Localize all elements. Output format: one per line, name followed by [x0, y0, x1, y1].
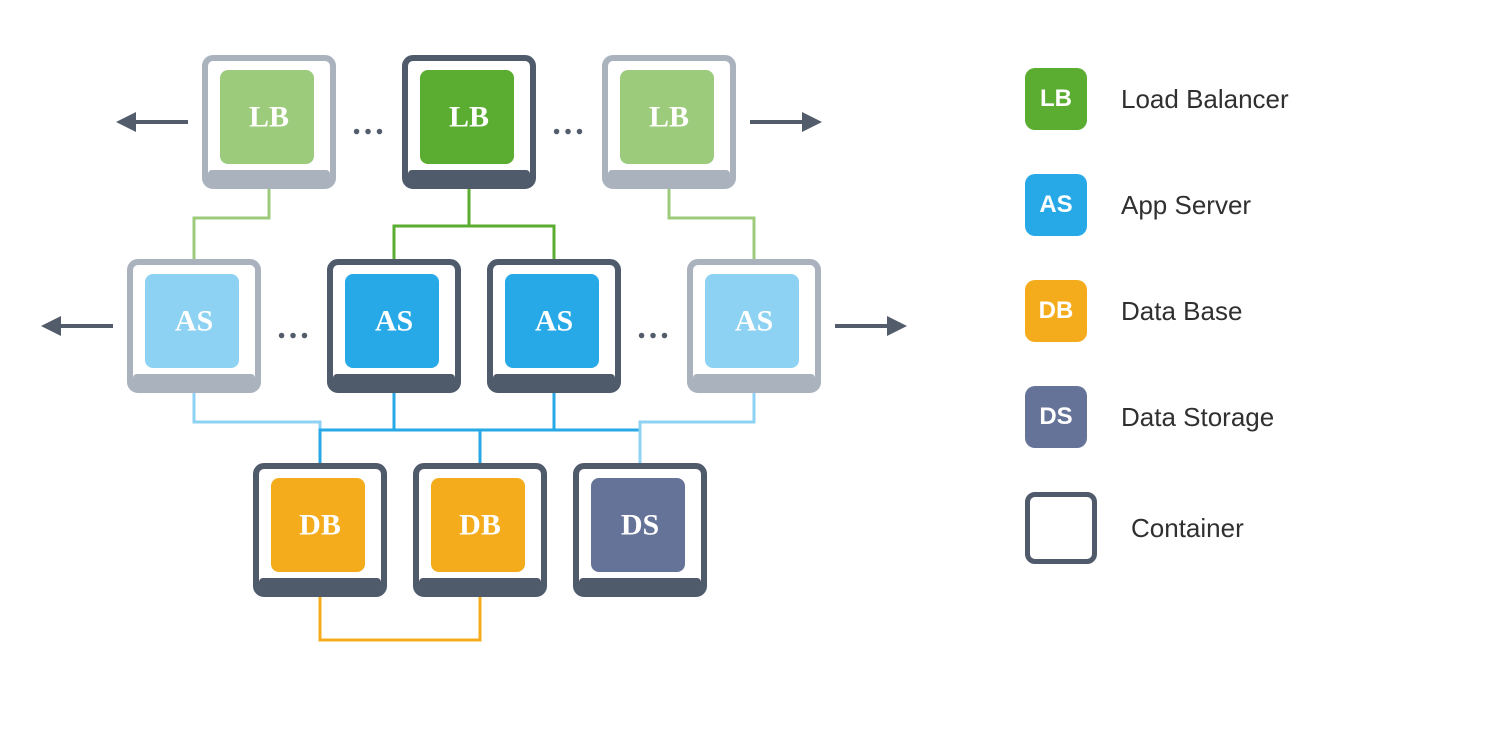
legend-item-lb: LB Load Balancer: [1025, 68, 1445, 130]
node-label-lb2: LB: [449, 101, 489, 134]
edge-as2-db1: [320, 390, 394, 466]
legend-label: App Server: [1121, 190, 1251, 221]
node-db2: DB: [416, 466, 544, 594]
node-label-db1: DB: [299, 509, 341, 542]
edge-as1-db1: [194, 390, 320, 466]
legend-swatch: LB: [1025, 68, 1087, 130]
node-db1: DB: [256, 466, 384, 594]
edge-lb2-as2: [394, 186, 469, 262]
node-as2: AS: [330, 262, 458, 390]
ellipsis: …: [636, 309, 670, 346]
node-lb1: LB: [205, 58, 333, 186]
node-as1: AS: [130, 262, 258, 390]
edge-as2-db2: [394, 390, 480, 466]
legend-label: Data Base: [1121, 296, 1242, 327]
edge-as3-ds1: [554, 390, 640, 466]
ellipsis: …: [276, 309, 310, 346]
legend: LB Load Balancer AS App Server DB Data Base DS…: [1025, 68, 1445, 608]
node-label-db2: DB: [459, 509, 501, 542]
node-as3: AS: [490, 262, 618, 390]
node-ds1: DS: [576, 466, 704, 594]
edge-lb1-as1: [194, 186, 269, 262]
node-label-as2: AS: [375, 305, 413, 338]
legend-item-ds: DS Data Storage: [1025, 386, 1445, 448]
legend-swatch: DS: [1025, 386, 1087, 448]
edge-db-pair: [320, 594, 480, 640]
node-lb3: LB: [605, 58, 733, 186]
legend-label: Load Balancer: [1121, 84, 1289, 115]
node-label-as1: AS: [175, 305, 213, 338]
ellipsis: …: [551, 105, 585, 142]
node-label-lb1: LB: [249, 101, 289, 134]
node-label-ds1: DS: [621, 509, 659, 542]
edge-as4-ds1: [640, 390, 754, 466]
node-label-as4: AS: [735, 305, 773, 338]
node-label-as3: AS: [535, 305, 573, 338]
edge-lb2-as3: [469, 186, 554, 262]
legend-label: Container: [1131, 513, 1244, 544]
node-lb2: LB: [405, 58, 533, 186]
legend-swatch: [1025, 492, 1097, 564]
legend-item-db: DB Data Base: [1025, 280, 1445, 342]
node-label-lb3: LB: [649, 101, 689, 134]
architecture-diagram: LB LB LB AS AS AS AS DB DB DS … … … …: [0, 0, 950, 734]
legend-label: Data Storage: [1121, 402, 1274, 433]
ellipsis: …: [351, 105, 385, 142]
legend-swatch: AS: [1025, 174, 1087, 236]
legend-item-as: AS App Server: [1025, 174, 1445, 236]
legend-item-container: Container: [1025, 492, 1445, 564]
legend-swatch: DB: [1025, 280, 1087, 342]
node-as4: AS: [690, 262, 818, 390]
edge-as3-db2: [480, 390, 554, 466]
edge-lb3-as4: [669, 186, 754, 262]
